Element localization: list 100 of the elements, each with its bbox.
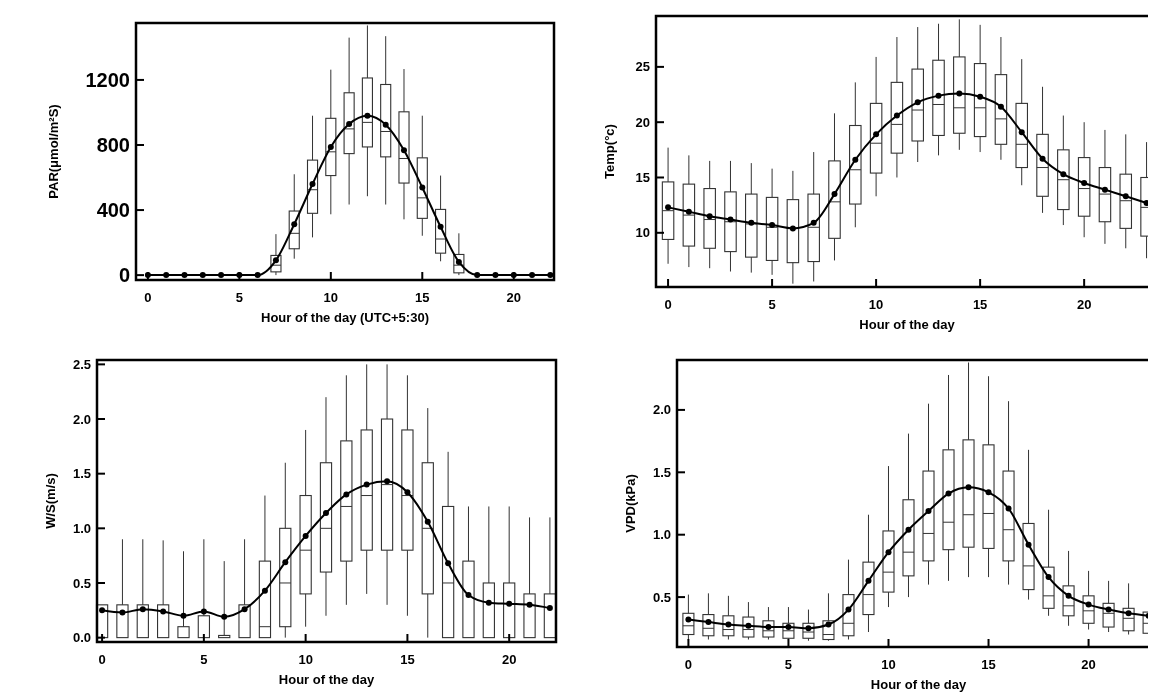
- point: [526, 601, 533, 608]
- point: [1125, 610, 1132, 617]
- point: [363, 481, 370, 488]
- x-tick-label: 15: [415, 290, 430, 305]
- point: [547, 272, 554, 279]
- point: [364, 112, 371, 119]
- y-axis-title: W/S(m/s): [43, 473, 58, 529]
- point: [302, 532, 309, 539]
- point: [685, 616, 692, 623]
- point: [914, 99, 921, 106]
- point: [845, 606, 852, 613]
- point: [282, 559, 289, 566]
- point: [291, 221, 298, 228]
- y-tick-label: 1.5: [72, 466, 91, 482]
- x-axis-title: Hour of the day (UTC+5:30): [261, 310, 429, 325]
- x-tick-label: 20: [1081, 657, 1096, 672]
- point: [139, 606, 146, 613]
- x-tick-label: 10: [881, 657, 896, 672]
- x-tick-label: 20: [1076, 297, 1092, 312]
- x-tick-label: 15: [981, 657, 996, 672]
- point: [163, 272, 170, 279]
- y-tick-label: 1200: [85, 68, 130, 91]
- point: [985, 489, 992, 496]
- point: [309, 181, 316, 188]
- y-tick-label: 1.5: [652, 464, 671, 480]
- point: [419, 184, 426, 191]
- y-axis-title: VPD(kPa): [623, 474, 638, 533]
- point: [945, 490, 952, 497]
- point: [1101, 186, 1108, 193]
- point: [852, 156, 859, 163]
- point: [241, 606, 248, 613]
- point: [825, 621, 832, 628]
- y-tick-label: 2.5: [72, 356, 91, 372]
- point: [925, 507, 932, 514]
- x-axis-title: Hour of the day: [859, 317, 956, 332]
- x-tick-label: 5: [200, 652, 208, 667]
- y-tick-label: 1.0: [72, 520, 91, 536]
- y-tick-label: 0: [118, 264, 130, 287]
- y-tick-label: 0.5: [652, 589, 671, 605]
- y-tick-label: 25: [635, 59, 650, 75]
- x-tick-label: 5: [768, 297, 776, 312]
- point: [810, 219, 817, 226]
- point: [1105, 606, 1112, 613]
- point: [977, 93, 984, 100]
- y-tick-label: 0.0: [72, 630, 91, 646]
- x-tick-label: 20: [501, 652, 517, 667]
- y-tick-label: 15: [635, 170, 650, 186]
- y-axis-title: Temp(°c): [602, 124, 617, 179]
- point: [424, 518, 431, 525]
- x-tick-label: 15: [400, 652, 415, 667]
- x-tick-label: 15: [972, 297, 988, 312]
- point: [727, 216, 734, 223]
- point: [437, 223, 444, 230]
- point: [1122, 193, 1129, 200]
- point: [789, 225, 796, 232]
- point: [506, 600, 513, 607]
- point: [200, 608, 207, 615]
- x-tick-label: 20: [506, 290, 521, 305]
- x-axis-title: Hour of the day: [870, 677, 967, 692]
- x-tick-label: 10: [298, 652, 313, 667]
- point: [1085, 601, 1092, 608]
- point: [160, 608, 167, 615]
- x-tick-label: 5: [784, 657, 793, 672]
- point: [1065, 592, 1072, 599]
- point: [474, 272, 481, 279]
- point: [322, 510, 329, 517]
- x-tick-label: 0: [684, 657, 693, 672]
- x-axis-title: Hour of the day: [278, 672, 375, 687]
- point: [404, 489, 411, 496]
- x-tick-label: 10: [868, 297, 884, 312]
- point: [492, 272, 499, 279]
- point: [343, 491, 350, 498]
- point: [1060, 171, 1067, 178]
- point: [119, 609, 126, 616]
- point: [685, 208, 692, 215]
- y-tick-label: 0.5: [72, 575, 91, 591]
- y-axis-title: PAR(μmol/m²S): [46, 104, 61, 199]
- point: [99, 607, 106, 614]
- point: [865, 577, 872, 584]
- point: [905, 526, 912, 533]
- point: [181, 272, 188, 279]
- point: [529, 272, 536, 279]
- point: [873, 131, 880, 138]
- point: [769, 222, 776, 229]
- y-tick-label: 800: [96, 133, 130, 156]
- point: [935, 92, 942, 99]
- point: [1039, 155, 1046, 162]
- y-tick-label: 20: [635, 114, 650, 130]
- y-tick-label: 400: [96, 199, 130, 222]
- point: [1045, 574, 1052, 581]
- point: [485, 599, 492, 606]
- point: [546, 605, 553, 612]
- point: [1025, 541, 1032, 548]
- y-tick-label: 2.0: [72, 411, 91, 427]
- point: [254, 272, 261, 279]
- point: [748, 219, 755, 226]
- x-tick-label: 5: [235, 290, 243, 305]
- y-tick-label: 10: [635, 225, 650, 241]
- point: [1143, 199, 1148, 206]
- point: [445, 560, 452, 567]
